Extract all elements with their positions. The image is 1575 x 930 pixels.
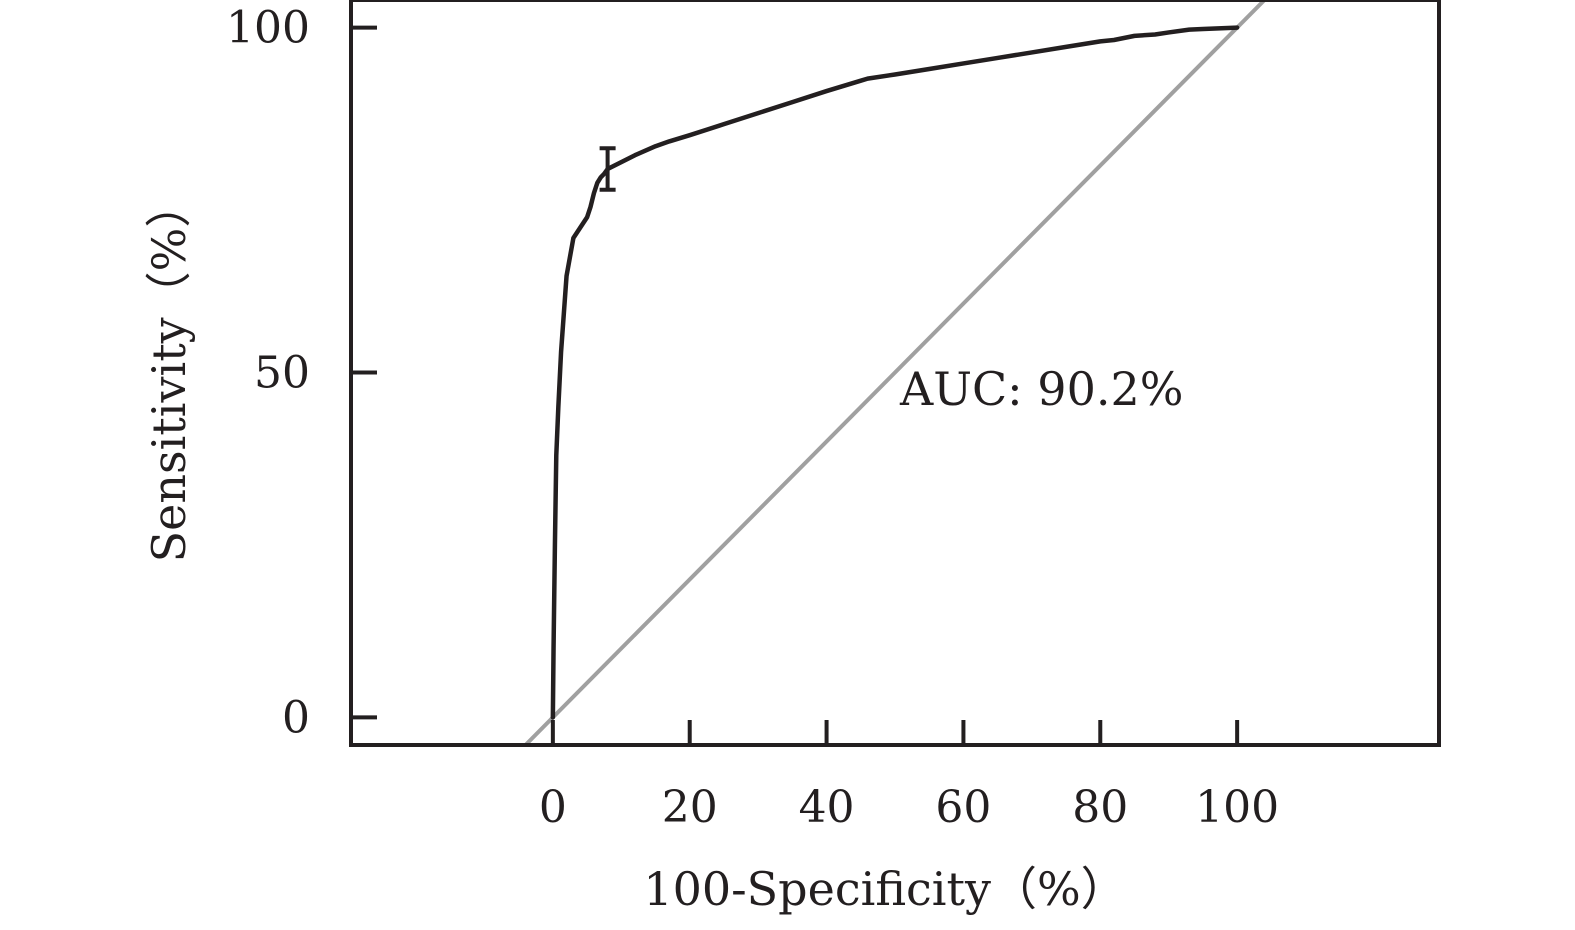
ticks-layer xyxy=(351,25,1240,745)
x-tick-label-80: 80 xyxy=(1072,782,1128,833)
x-axis-title: 100-Specificity（%） xyxy=(643,862,1126,916)
y-tick-label-50: 50 xyxy=(254,348,310,399)
error-bar xyxy=(599,146,616,192)
auc-annotation: AUC: 90.2% xyxy=(899,362,1183,416)
roc-curve xyxy=(550,25,1240,720)
x-tick-label-100: 100 xyxy=(1195,782,1279,833)
y-tick-label-0: 0 xyxy=(282,692,310,743)
reference-line xyxy=(524,0,1266,745)
x-tick-label-0: 0 xyxy=(539,782,567,833)
series-layer xyxy=(524,0,1266,745)
y-tick-label-100: 100 xyxy=(226,3,310,54)
y-axis-title: Sensitivity（%） xyxy=(142,182,196,563)
x-tick-label-20: 20 xyxy=(662,782,718,833)
x-tick-label-40: 40 xyxy=(799,782,855,833)
tick-labels-layer: 0 20 40 60 80 100 0 50 100 xyxy=(226,3,1279,833)
x-tick-label-60: 60 xyxy=(935,782,991,833)
